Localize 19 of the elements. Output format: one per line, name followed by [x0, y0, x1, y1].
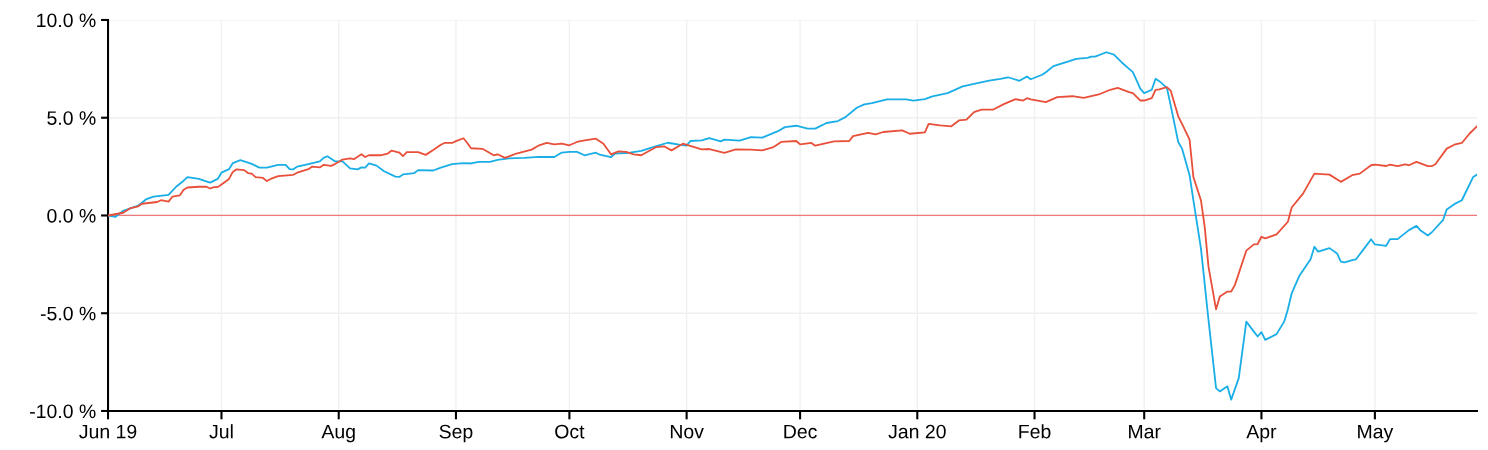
x-tick-label: Oct: [555, 424, 585, 439]
x-tick-label: Mar: [1129, 424, 1161, 439]
x-tick-label: Apr: [1246, 424, 1277, 443]
x-tick-label: Aug: [321, 424, 355, 443]
y-tick-label: -10.0 %: [30, 404, 96, 419]
x-tick-label: Jul: [209, 424, 233, 439]
x-tick-label: Nov: [670, 424, 704, 439]
y-tick-label: 0.0 %: [47, 208, 96, 223]
x-tick-label: May: [1358, 424, 1394, 443]
line-series: [108, 86, 1477, 311]
x-tick-label: Sep: [439, 424, 473, 443]
line-series: [108, 51, 1477, 401]
y-tick-label: 5.0 %: [47, 111, 96, 125]
x-tick-label: Jan 20: [888, 424, 946, 439]
x-tick-label: Jun 19: [79, 424, 137, 439]
x-tick-label: Dec: [784, 424, 817, 439]
y-tick-label: -5.0 %: [40, 306, 96, 321]
x-tick-label: Feb: [1019, 424, 1051, 439]
y-tick-label: 10.0 %: [37, 13, 96, 28]
